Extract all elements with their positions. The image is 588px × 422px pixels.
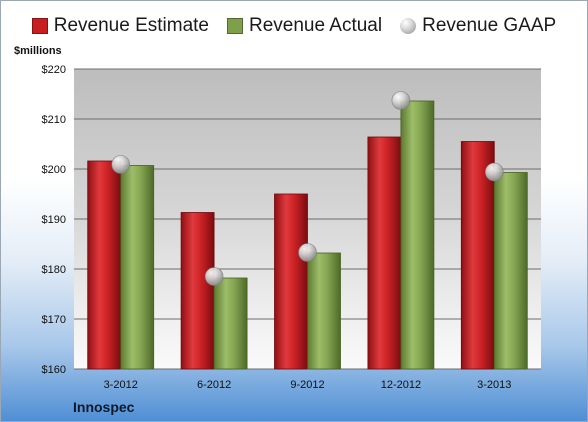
y-tick-label: $160 bbox=[42, 364, 66, 376]
y-tick-label: $190 bbox=[42, 214, 66, 226]
bar-revenue-estimate bbox=[367, 136, 402, 370]
bar-revenue-estimate bbox=[180, 212, 215, 370]
marker-revenue-gaap bbox=[298, 243, 317, 262]
marker-revenue-gaap bbox=[484, 162, 504, 182]
x-tick-label: 3-2013 bbox=[477, 379, 511, 391]
legend-swatch-revenue-actual bbox=[227, 18, 243, 34]
marker-revenue-gaap bbox=[204, 267, 224, 286]
legend-swatch-revenue-estimate bbox=[31, 18, 48, 34]
bar-revenue-estimate bbox=[274, 193, 308, 370]
bar-revenue-actual bbox=[400, 100, 435, 370]
bar-revenue-actual bbox=[493, 172, 528, 370]
bar-revenue-actual bbox=[120, 165, 155, 370]
bar-revenue-estimate bbox=[87, 160, 122, 370]
company-name: Innospec bbox=[73, 399, 135, 415]
legend-item-revenue-estimate: Revenue Estimate bbox=[31, 15, 209, 37]
legend-label-revenue-estimate: Revenue Estimate bbox=[53, 15, 209, 36]
y-tick-label: $220 bbox=[42, 64, 66, 76]
x-tick-label: 9-2012 bbox=[290, 379, 324, 391]
y-tick-label: $170 bbox=[42, 314, 66, 326]
y-tick-label: $180 bbox=[42, 264, 66, 276]
x-tick-label: 3-2012 bbox=[104, 379, 138, 391]
legend-label-revenue-actual: Revenue Actual bbox=[249, 15, 383, 36]
x-tick-label: 12-2012 bbox=[381, 379, 421, 391]
legend-marker-revenue-gaap bbox=[400, 18, 417, 34]
bar-revenue-actual bbox=[307, 252, 341, 370]
y-axis-units-label: $millions bbox=[14, 45, 62, 57]
legend-item-revenue-gaap: Revenue GAAP bbox=[400, 15, 556, 37]
legend-item-revenue-actual: Revenue Actual bbox=[227, 15, 382, 37]
y-tick-label: $210 bbox=[42, 114, 66, 126]
x-tick-label: 6-2012 bbox=[197, 379, 231, 391]
marker-revenue-gaap bbox=[391, 91, 411, 110]
legend-label-revenue-gaap: Revenue GAAP bbox=[422, 15, 557, 36]
y-tick-label: $200 bbox=[42, 164, 66, 176]
bar-revenue-actual bbox=[213, 277, 248, 370]
chart-legend: Revenue Estimate Revenue Actual Revenue … bbox=[1, 15, 587, 37]
marker-revenue-gaap bbox=[111, 155, 130, 174]
